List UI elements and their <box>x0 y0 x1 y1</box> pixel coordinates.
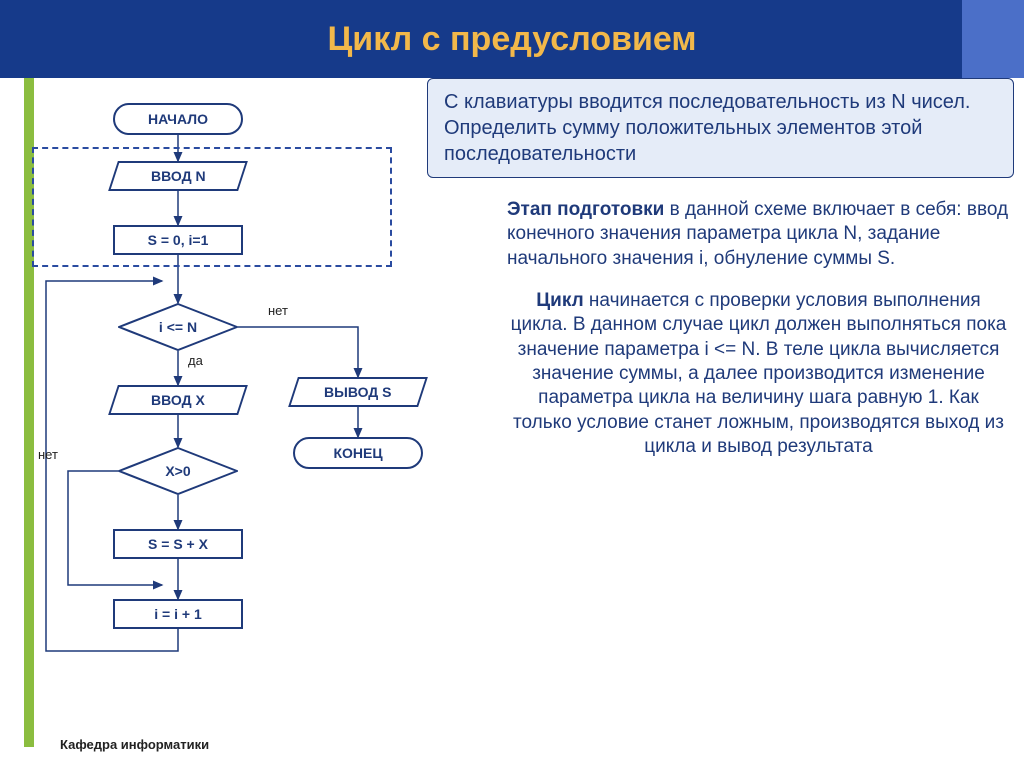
node-input-x: ВВОД X <box>108 385 248 415</box>
node-input-n: ВВОД N <box>108 161 248 191</box>
slide-title: Цикл с предусловием <box>327 20 696 59</box>
node-init: S = 0, i=1 <box>113 225 243 255</box>
node-output-label: ВЫВОД S <box>324 384 391 400</box>
node-cond-loop: i <= N <box>118 303 238 351</box>
desc-cycle-text: начинается с проверки условия выполнения… <box>511 290 1007 457</box>
edge-label-no-right: нет <box>268 303 288 318</box>
node-cond-loop-label: i <= N <box>159 319 197 335</box>
edge-label-no-left: нет <box>38 447 58 462</box>
node-output: ВЫВОД S <box>288 377 428 407</box>
flowchart: НАЧАЛО ВВОД N S = 0, i=1 i <= N ВВОД X X… <box>38 85 428 735</box>
slide-header: Цикл с предусловием <box>0 0 1024 78</box>
desc-prep-bold: Этап подготовки <box>507 199 664 220</box>
node-incr-label: i = i + 1 <box>154 606 201 622</box>
node-input-n-label: ВВОД N <box>151 168 206 184</box>
edge-label-yes: да <box>188 353 203 368</box>
desc-cycle-bold: Цикл <box>536 290 583 311</box>
problem-statement: С клавиатуры вводится последовательность… <box>427 78 1014 178</box>
node-end: КОНЕЦ <box>293 437 423 469</box>
header-decoration <box>962 0 1024 78</box>
node-incr: i = i + 1 <box>113 599 243 629</box>
node-cond-pos-label: X>0 <box>165 463 190 479</box>
node-cond-pos: X>0 <box>118 447 238 495</box>
right-panel: С клавиатуры вводится последовательность… <box>427 78 1014 465</box>
desc-prep: Этап подготовки в данной схеме включает … <box>427 192 1014 277</box>
node-start: НАЧАЛО <box>113 103 243 135</box>
node-init-label: S = 0, i=1 <box>148 232 209 248</box>
node-start-label: НАЧАЛО <box>148 111 208 127</box>
footer-label: Кафедра информатики <box>60 737 209 752</box>
node-input-x-label: ВВОД X <box>151 392 205 408</box>
node-end-label: КОНЕЦ <box>333 445 382 461</box>
left-accent-bar <box>24 78 34 747</box>
node-sum-label: S = S + X <box>148 536 208 552</box>
desc-cycle: Цикл начинается с проверки условия выпол… <box>427 283 1014 465</box>
node-sum: S = S + X <box>113 529 243 559</box>
